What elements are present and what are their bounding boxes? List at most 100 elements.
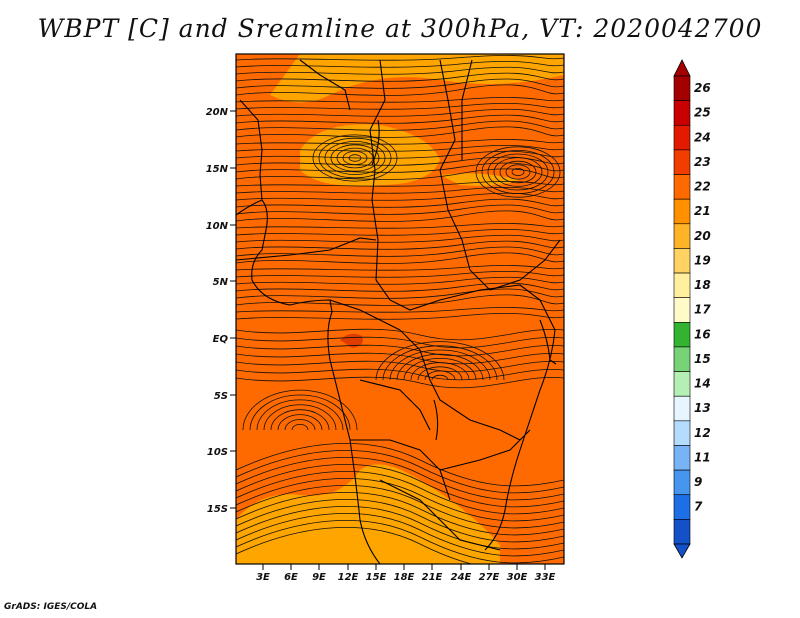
streamline — [236, 228, 564, 236]
field-warm-patch-north — [270, 54, 564, 103]
lon-tick-label: 18E — [394, 572, 415, 583]
colorbar-swatch — [673, 198, 691, 225]
lon-tick-label: 9E — [312, 572, 326, 583]
streamline — [242, 389, 358, 431]
streamline — [256, 399, 344, 431]
streamline — [236, 252, 564, 264]
streamline — [236, 288, 564, 299]
streamline — [236, 526, 564, 564]
colorbar-swatch — [673, 371, 691, 397]
colorbar-label: 22 — [694, 180, 711, 194]
streamline — [236, 162, 564, 173]
streamline — [236, 204, 564, 215]
colorbar-swatch — [673, 494, 691, 520]
streamline — [236, 512, 564, 557]
colorbar-label: 13 — [694, 401, 711, 415]
colorbar-cap-bottom — [673, 543, 691, 559]
lat-tick-label: 10S — [207, 447, 228, 458]
streamline — [236, 368, 564, 381]
lat-tick-label: 15S — [207, 504, 228, 515]
streamline — [236, 360, 564, 373]
streamline — [236, 60, 564, 68]
colorbar-label: 11 — [694, 450, 711, 464]
colorbar-swatch — [673, 346, 691, 372]
colorbar-label: 24 — [694, 130, 711, 144]
streamline — [236, 276, 564, 285]
streamline — [236, 126, 564, 138]
lon-tick-label: 33E — [535, 572, 556, 583]
streamline — [236, 168, 564, 180]
lat-tick-label: 15N — [206, 164, 229, 175]
streamline — [236, 108, 564, 117]
streamline — [236, 491, 564, 536]
colorbar-label: 15 — [694, 352, 711, 366]
streamline — [291, 424, 309, 431]
streamline — [342, 151, 368, 165]
streamline — [318, 137, 392, 179]
streamline — [236, 150, 564, 159]
streamline — [403, 358, 477, 381]
colorbar-label: 25 — [694, 106, 711, 120]
streamline — [236, 55, 564, 61]
colorbar-swatch — [673, 395, 691, 422]
streamline — [263, 404, 337, 431]
latitude-axis: 20N 15N 10N 5N EQ 5S 10S 15S — [206, 107, 236, 515]
streamline — [277, 414, 323, 431]
streamline — [236, 144, 564, 152]
streamline — [375, 341, 505, 381]
streamline — [236, 186, 564, 194]
streamline — [236, 181, 564, 187]
streamline — [236, 307, 564, 313]
colorbar-swatch — [673, 469, 691, 496]
streamline — [236, 223, 564, 229]
lat-tick-label: 20N — [206, 107, 229, 118]
lon-tick-label: 12E — [338, 572, 359, 583]
streamline — [431, 374, 449, 381]
colorbar-swatch — [673, 322, 691, 348]
streamline — [236, 66, 564, 75]
streamline — [312, 134, 398, 182]
streamline — [236, 198, 564, 208]
grads-credit: GrADS: IGES/COLA — [4, 602, 98, 612]
streamline — [236, 192, 564, 201]
streamline — [236, 97, 564, 103]
colorbar-label: 21 — [694, 204, 711, 218]
streamline — [382, 345, 498, 381]
streamline — [487, 153, 549, 191]
colorbar: 26 25 24 23 22 21 20 19 18 17 16 15 14 13 12 11 9 7 — [673, 59, 711, 559]
colorbar-swatch — [673, 420, 691, 446]
streamline — [324, 141, 386, 175]
chart-title: WBPT [C] and Sreamline at 300hPa, VT: 20… — [37, 14, 763, 43]
streamline — [236, 463, 564, 508]
streamline — [236, 442, 564, 487]
colorbar-swatch — [673, 519, 691, 545]
streamline — [499, 160, 537, 184]
streamline — [236, 498, 564, 543]
colorbar-label: 7 — [694, 500, 703, 514]
streamline — [236, 234, 564, 243]
wbpt-field — [236, 54, 564, 564]
streamline — [236, 336, 564, 349]
colorbar-label: 20 — [694, 229, 711, 243]
streamline — [348, 154, 362, 162]
streamline — [236, 282, 564, 292]
streamline — [236, 352, 564, 365]
streamline — [236, 477, 564, 522]
streamline — [236, 139, 564, 145]
streamline — [396, 353, 484, 381]
streamline — [236, 120, 564, 131]
lat-tick-label: 5S — [214, 391, 228, 402]
streamline — [236, 246, 564, 257]
streamline — [505, 164, 531, 180]
colorbar-label: 14 — [694, 377, 711, 391]
field-warm-patch-south — [236, 464, 500, 564]
streamline — [270, 409, 330, 431]
streamline — [236, 328, 564, 341]
colorbar-swatch — [673, 149, 691, 175]
colorbar-label: 26 — [694, 81, 711, 95]
streamline — [236, 270, 564, 278]
longitude-axis: 3E 6E 9E 12E 15E 18E 21E 24E 27E 30E 33E — [256, 564, 556, 583]
colorbar-swatch — [673, 75, 691, 101]
lat-tick-label: 10N — [206, 221, 229, 232]
streamline — [236, 265, 564, 271]
